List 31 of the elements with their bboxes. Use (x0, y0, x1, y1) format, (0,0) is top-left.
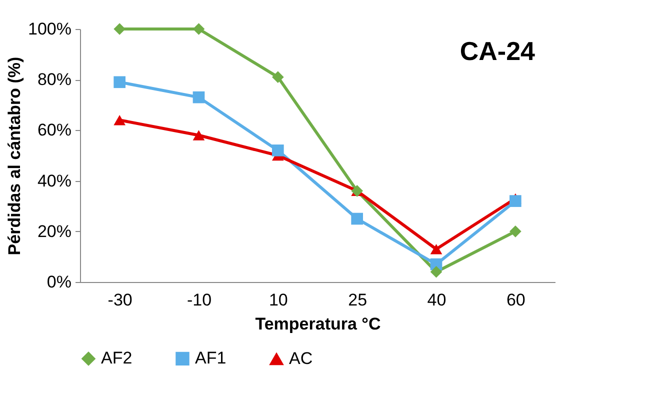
x-tick-label: 10 (268, 290, 288, 310)
point (272, 71, 284, 83)
x-tick-label: -10 (186, 290, 212, 310)
point (430, 266, 442, 278)
x-tick-label: -30 (108, 290, 132, 310)
y-tick-label: 60% (37, 120, 72, 140)
point (114, 114, 126, 126)
point (192, 91, 205, 104)
point (430, 244, 442, 254)
y-tick-label: 40% (37, 171, 72, 190)
point (351, 212, 363, 225)
x-tick-label: 40 (427, 290, 446, 310)
point (192, 130, 205, 140)
legend-label: AF2 (101, 348, 132, 368)
annotation: CA-24 (460, 36, 536, 66)
y-axis-title: Pérdidas al cántabro (%) (5, 56, 24, 256)
y-tick-label: 0% (46, 272, 72, 292)
x-tick-label: 60 (506, 290, 526, 310)
point (510, 195, 522, 207)
point (192, 23, 205, 35)
y-tick-label: 80% (37, 70, 72, 90)
legend-label: AC (289, 349, 313, 368)
point (114, 23, 126, 35)
point (510, 225, 522, 238)
point (272, 144, 284, 156)
y-tick-label: 20% (37, 222, 72, 241)
y-tick-label: 100% (28, 20, 72, 38)
point (114, 76, 126, 88)
x-tick-label: 25 (348, 290, 368, 310)
legend-label: AF1 (195, 348, 226, 368)
x-axis-title: Temperatura °C (255, 314, 381, 334)
